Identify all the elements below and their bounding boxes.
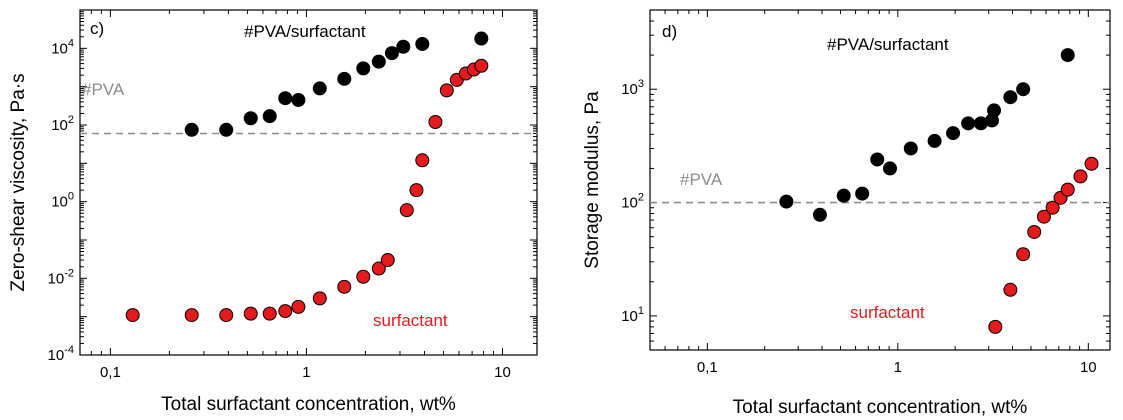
series-label-pva-surfactant: #PVA/surfactant [244, 22, 366, 41]
y-tick-label: 10-4 [48, 344, 74, 364]
surfactant-point [356, 269, 371, 284]
pva-surfactant-point [779, 194, 794, 209]
surfactant-point [337, 279, 352, 294]
pva-surfactant-point [278, 91, 293, 106]
surfactant-point [1027, 224, 1042, 239]
pva-surfactant-point [946, 126, 961, 141]
pva-surfactant-point [870, 152, 885, 167]
surfactant-point [371, 261, 386, 276]
pva-surfactant-point [855, 186, 870, 201]
surfactant-point [1084, 156, 1099, 171]
surfactant-point [262, 306, 277, 321]
y-tick-label: 102 [51, 114, 74, 134]
y-axis-title: Zero-shear viscosity, Pa·s [8, 73, 29, 291]
pva-surfactant-point [291, 92, 306, 107]
surfactant-point [988, 319, 1003, 334]
panel-c: 0,1 1 10 10-4 10-2 100 102 104 #PVA c) #PVA/surfac… [8, 9, 538, 415]
reference-label: #PVA [82, 80, 125, 99]
pva-surfactant-point [219, 122, 234, 137]
pva-surfactant-point [1016, 82, 1031, 97]
series-label-pva-surfactant: #PVA/surfactant [827, 35, 949, 54]
pva-surfactant-point [883, 161, 898, 176]
x-tick-label: 0,1 [697, 359, 718, 376]
y-tick-label: 100 [51, 191, 74, 211]
surfactant-point [380, 253, 395, 268]
y-tick-label: 10-2 [48, 267, 74, 287]
surfactant-point [125, 308, 140, 323]
pva-surfactant-point [243, 111, 258, 126]
y-tick-label: 101 [621, 305, 644, 325]
x-tick-label: 1 [894, 359, 902, 376]
surfactant-point [428, 114, 443, 129]
surfactant-point [278, 304, 293, 319]
y-tick-label: 103 [621, 78, 644, 98]
pva-surfactant-point [337, 71, 352, 86]
pva-surfactant-point [903, 141, 918, 156]
pva-surfactant-point [927, 133, 942, 148]
plot-frame [649, 9, 1111, 351]
surfactant-point [1060, 182, 1075, 197]
plot-frame [79, 9, 538, 356]
pva-surfactant-point [356, 61, 371, 76]
panel-label: d) [662, 22, 677, 41]
surfactant-point [1016, 247, 1031, 262]
surfactant-point [474, 58, 489, 73]
pva-surfactant-point [184, 122, 199, 137]
surfactant-point [1073, 169, 1088, 184]
surfactant-point [439, 83, 454, 98]
pva-surfactant-point [384, 46, 399, 61]
pva-surfactant-point [312, 81, 327, 96]
y-axis-title: Storage modulus, Pa [582, 91, 603, 269]
surfactant-point [409, 183, 424, 198]
surfactant-point [415, 153, 430, 168]
x-tick-label: 1 [302, 364, 310, 381]
pva-surfactant-point [836, 188, 851, 203]
pva-surfactant-point [1003, 90, 1018, 105]
x-axis-title: Total surfactant concentration, wt% [733, 397, 1028, 418]
x-tick-label: 10 [494, 364, 511, 381]
x-axis-title: Total surfactant concentration, wt% [161, 394, 456, 415]
surfactant-point [312, 291, 327, 306]
y-tick-label: 102 [621, 192, 644, 212]
pva-surfactant-point [371, 54, 386, 69]
pva-surfactant-point [812, 207, 827, 222]
pva-surfactant-point [262, 109, 277, 124]
reference-label: #PVA [680, 170, 723, 189]
surfactant-point [291, 299, 306, 314]
surfactant-point [399, 203, 414, 218]
series-label-surfactant: surfactant [373, 311, 448, 330]
y-tick-label: 104 [51, 37, 74, 57]
pva-surfactant-point [396, 39, 411, 54]
surfactant-point [184, 308, 199, 323]
series-label-surfactant: surfactant [850, 303, 925, 322]
panel-label: c) [90, 19, 104, 38]
pva-surfactant-point [1060, 48, 1075, 63]
surfactant-point [219, 308, 234, 323]
surfactant-point [243, 306, 258, 321]
surfactant-point [1036, 209, 1051, 224]
surfactant-point [1045, 200, 1060, 215]
pva-surfactant-point [415, 36, 430, 51]
surfactant-point [1003, 282, 1018, 297]
pva-surfactant-point [961, 116, 976, 131]
pva-surfactant-point [987, 103, 1002, 118]
pva-surfactant-point [474, 31, 489, 46]
x-tick-label: 0,1 [100, 364, 121, 381]
x-tick-label: 10 [1080, 359, 1097, 376]
panel-d: 0,1 1 10 101 102 103 #PVA d) #PVA/surfactant surf… [582, 9, 1111, 418]
